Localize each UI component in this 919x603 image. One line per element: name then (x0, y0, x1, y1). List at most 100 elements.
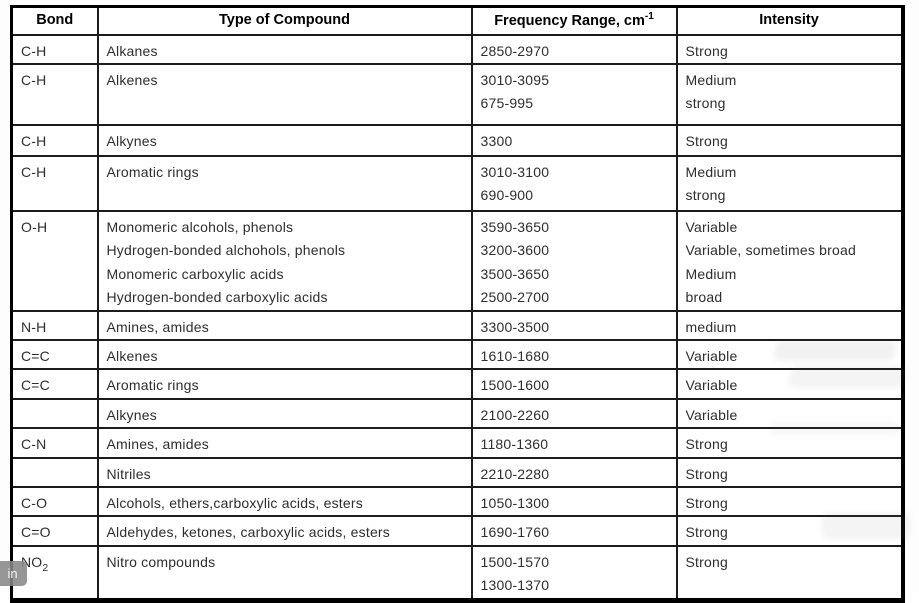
cell-line: Medium (685, 163, 737, 180)
bond-cell: C=C (10, 368, 99, 400)
cell-line: NO2 (21, 551, 89, 580)
cell-line: Nitro compounds (106, 553, 216, 570)
cell-line: 3300-3500 (480, 318, 550, 335)
compound-cell: Amines, amides (96, 427, 473, 459)
bond-cell: C-O (10, 485, 99, 518)
cell-line: Strong (685, 132, 728, 149)
cell-line: Aldehydes, ketones, carboxylic acids, es… (106, 524, 390, 541)
frequency-cell: 3300-3500 (470, 309, 678, 341)
table-row: C-H Aromatic rings 3010-3100 690-900 Med… (10, 154, 904, 212)
header-row: Bond Type of Compound Frequency Range, c… (10, 5, 904, 36)
cell-line: Strong (685, 553, 728, 570)
cell-line: 1050-1300 (480, 494, 550, 511)
cell-line: N-H (21, 318, 47, 335)
intensity-cell: Strong (675, 456, 904, 488)
bond-cell: C-H (10, 62, 99, 126)
cell-line: strong (685, 187, 726, 204)
frequency-cell: 3010-3100 690-900 (470, 154, 678, 212)
cell-line: O-H (21, 218, 48, 235)
cell-line: Alkynes (106, 132, 157, 149)
compound-cell: Alkanes (96, 33, 473, 65)
intensity-cell: Variable (675, 397, 904, 430)
col-header-compound: Type of Compound (96, 5, 473, 36)
frequency-header-label: Frequency Range, cm (494, 13, 645, 30)
frequency-cell: 3300 (470, 123, 678, 157)
cell-line: 3300 (480, 132, 513, 149)
cell-line: 675-995 (480, 95, 534, 112)
frequency-cell: 3590-3650 3200-3600 3500-3650 2500-2700 (470, 209, 678, 312)
cell-line: 2100-2260 (480, 406, 550, 423)
compound-cell: Alkynes (96, 397, 473, 430)
frequency-cell: 1180-1360 (470, 427, 678, 459)
compound-cell: Alkynes (96, 123, 473, 157)
bond-cell: C=C (10, 338, 99, 371)
cell-line: Strong (685, 436, 728, 453)
cell-line: broad (685, 289, 723, 306)
intensity-cell: Strong (675, 427, 904, 459)
linkedin-share-badge[interactable]: in (0, 561, 27, 586)
frequency-cell: 1610-1680 (470, 338, 678, 371)
table-row: Alkynes 2100-2260 Variable (10, 397, 904, 430)
table-row: C-H Alkenes 3010-3095 675-995 Medium str… (10, 62, 904, 126)
intensity-cell: Variable (675, 338, 904, 371)
col-header-frequency: Frequency Range, cm-1 (470, 5, 678, 36)
table-row: C-H Alkanes 2850-2970 Strong (10, 33, 904, 65)
frequency-cell: 2850-2970 (470, 33, 678, 65)
intensity-cell: Strong (675, 485, 904, 518)
cell-line: Hydrogen-bonded alchohols, phenols (106, 242, 346, 259)
table-row: C-O Alcohols, ethers,carboxylic acids, e… (10, 485, 904, 518)
cell-line: C=C (21, 347, 50, 364)
col-header-intensity: Intensity (675, 5, 904, 36)
cell-line: 690-900 (480, 187, 534, 204)
cell-line: 1500-1570 (480, 553, 550, 570)
cell-line: Strong (685, 524, 728, 541)
bond-cell (10, 397, 99, 430)
cell-line: Medium (685, 265, 737, 282)
cell-line: 3500-3650 (480, 265, 550, 282)
cell-line: Monomeric alcohols, phenols (106, 218, 294, 235)
intensity-cell: Strong (675, 515, 904, 547)
cell-line: 3010-3100 (480, 163, 550, 180)
cell-line: 3590-3650 (480, 218, 550, 235)
table-row: Nitriles 2210-2280 Strong (10, 456, 904, 488)
intensity-cell: Variable (675, 368, 904, 400)
intensity-cell: Variable Variable, sometimes broad Mediu… (675, 209, 904, 312)
bond-cell: C-H (10, 33, 99, 65)
cell-line: C-N (21, 436, 47, 453)
frequency-cell: 1050-1300 (470, 485, 678, 518)
cell-line: Amines, amides (106, 318, 209, 335)
intensity-cell: medium (675, 309, 904, 341)
cell-line: Monomeric carboxylic acids (106, 265, 284, 282)
table-row: C=C Aromatic rings 1500-1600 Variable (10, 368, 904, 400)
cell-line: Hydrogen-bonded carboxylic acids (106, 289, 328, 306)
cell-line: C-H (21, 132, 47, 149)
cell-line: 1300-1370 (480, 577, 550, 594)
cell-line: Variable (685, 218, 738, 235)
cell-line: Variable, sometimes broad (685, 242, 856, 259)
cell-line: 1500-1600 (480, 377, 550, 394)
cell-line: Variable (685, 377, 738, 394)
intensity-cell: Strong (675, 33, 904, 65)
cell-line: Nitriles (106, 465, 151, 482)
cell-line: C-H (21, 163, 47, 180)
table-row: C=O Aldehydes, ketones, carboxylic acids… (10, 515, 904, 547)
cell-line: C-H (21, 42, 47, 59)
table-row: C=C Alkenes 1610-1680 Variable (10, 338, 904, 371)
cell-line: medium (685, 318, 737, 335)
cell-line: Alkenes (106, 71, 158, 88)
compound-cell: Alkenes (96, 338, 473, 371)
table-row: C-H Alkynes 3300 Strong (10, 123, 904, 157)
bond-subscript: 2 (42, 561, 49, 574)
bond-cell: O-H (10, 209, 99, 312)
frequency-cell: 2210-2280 (470, 456, 678, 488)
compound-cell: Amines, amides (96, 309, 473, 341)
cell-line: C-H (21, 71, 47, 88)
cell-line: Alcohols, ethers,carboxylic acids, ester… (106, 494, 363, 511)
cell-line: Alkenes (106, 347, 158, 364)
cell-line: Alkynes (106, 406, 157, 423)
compound-cell: Alcohols, ethers,carboxylic acids, ester… (96, 485, 473, 518)
cell-line: Aromatic rings (106, 163, 199, 180)
cell-line: Strong (685, 465, 728, 482)
cell-line: 1180-1360 (480, 436, 549, 453)
